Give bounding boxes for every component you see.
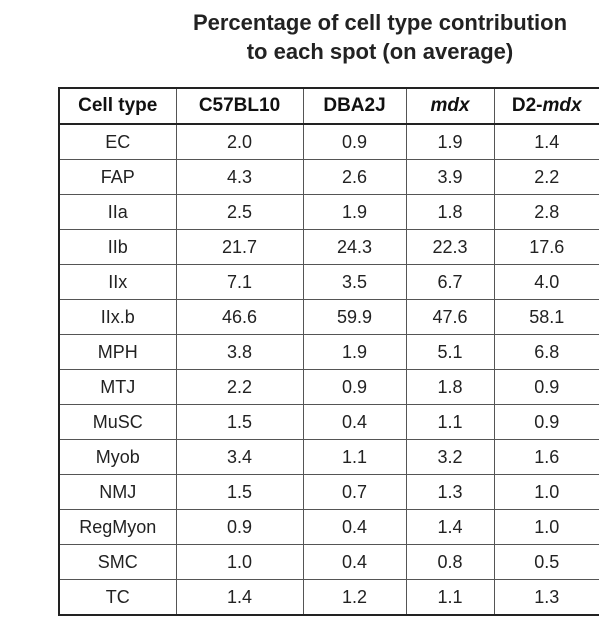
table-title: Percentage of cell type contribution to … xyxy=(160,8,599,66)
cell-dba2j: 0.4 xyxy=(302,509,406,545)
cell-mdx: 6.7 xyxy=(405,264,494,300)
table-row: IIx 7.1 3.5 6.7 4.0 xyxy=(58,264,599,300)
cell-dba2j: 1.2 xyxy=(302,579,406,616)
header-mdx: mdx xyxy=(405,87,494,125)
table-row: IIa 2.5 1.9 1.8 2.8 xyxy=(58,194,599,230)
cell-c57bl10: 7.1 xyxy=(175,264,303,300)
cell-mdx: 22.3 xyxy=(405,229,494,265)
cell-dba2j: 59.9 xyxy=(302,299,406,335)
cell-dba2j: 0.4 xyxy=(302,544,406,580)
cell-c57bl10: 3.8 xyxy=(175,334,303,370)
cell-c57bl10: 1.4 xyxy=(175,579,303,616)
table-row: Myob 3.4 1.1 3.2 1.6 xyxy=(58,439,599,475)
cell-cell-type: IIx.b xyxy=(58,299,176,335)
cell-dba2j: 3.5 xyxy=(302,264,406,300)
cell-mdx: 3.9 xyxy=(405,159,494,195)
cell-cell-type: TC xyxy=(58,579,176,616)
cell-mdx: 1.8 xyxy=(405,369,494,405)
cell-c57bl10: 1.0 xyxy=(175,544,303,580)
cell-cell-type: MuSC xyxy=(58,404,176,440)
cell-mdx: 5.1 xyxy=(405,334,494,370)
cell-cell-type: NMJ xyxy=(58,474,176,510)
table-body: EC 2.0 0.9 1.9 1.4 FAP 4.3 2.6 3.9 2.2 IIa 2.5 1.9 1.… xyxy=(58,124,599,616)
cell-d2-mdx: 1.4 xyxy=(493,124,599,160)
header-cell-type: Cell type xyxy=(58,87,176,125)
cell-c57bl10: 4.3 xyxy=(175,159,303,195)
cell-dba2j: 1.9 xyxy=(302,194,406,230)
cell-d2-mdx: 2.8 xyxy=(493,194,599,230)
cell-dba2j: 0.4 xyxy=(302,404,406,440)
cell-d2-mdx: 0.9 xyxy=(493,404,599,440)
cell-mdx: 0.8 xyxy=(405,544,494,580)
table-row: RegMyon 0.9 0.4 1.4 1.0 xyxy=(58,509,599,545)
table-row: SMC 1.0 0.4 0.8 0.5 xyxy=(58,544,599,580)
cell-cell-type: IIx xyxy=(58,264,176,300)
cell-c57bl10: 21.7 xyxy=(175,229,303,265)
table-row: MTJ 2.2 0.9 1.8 0.9 xyxy=(58,369,599,405)
cell-c57bl10: 2.2 xyxy=(175,369,303,405)
cell-cell-type: IIb xyxy=(58,229,176,265)
cell-mdx: 1.9 xyxy=(405,124,494,160)
cell-cell-type: RegMyon xyxy=(58,509,176,545)
table-row: TC 1.4 1.2 1.1 1.3 xyxy=(58,579,599,616)
cell-cell-type: Myob xyxy=(58,439,176,475)
cell-d2-mdx: 2.2 xyxy=(493,159,599,195)
header-row: Cell type C57BL10 DBA2J mdx D2-mdx xyxy=(58,87,599,125)
cell-c57bl10: 2.0 xyxy=(175,124,303,160)
cell-dba2j: 1.9 xyxy=(302,334,406,370)
cell-d2-mdx: 1.3 xyxy=(493,579,599,616)
cell-mdx: 1.3 xyxy=(405,474,494,510)
cell-cell-type: MTJ xyxy=(58,369,176,405)
cell-mdx: 1.4 xyxy=(405,509,494,545)
cell-d2-mdx: 17.6 xyxy=(493,229,599,265)
cell-cell-type: EC xyxy=(58,124,176,160)
cell-type-table: Cell type C57BL10 DBA2J mdx D2-mdx EC 2.0… xyxy=(58,87,599,616)
cell-d2-mdx: 6.8 xyxy=(493,334,599,370)
header-dba2j: DBA2J xyxy=(302,87,406,125)
table-row: NMJ 1.5 0.7 1.3 1.0 xyxy=(58,474,599,510)
header-d2-mdx: D2-mdx xyxy=(493,87,599,125)
title-line-2: to each spot (on average) xyxy=(246,39,514,64)
table-row: EC 2.0 0.9 1.9 1.4 xyxy=(58,124,599,160)
cell-dba2j: 0.9 xyxy=(302,124,406,160)
cell-dba2j: 1.1 xyxy=(302,439,406,475)
cell-dba2j: 0.7 xyxy=(302,474,406,510)
table-row: IIb 21.7 24.3 22.3 17.6 xyxy=(58,229,599,265)
cell-d2-mdx: 1.0 xyxy=(493,509,599,545)
cell-cell-type: IIa xyxy=(58,194,176,230)
cell-cell-type: MPH xyxy=(58,334,176,370)
cell-c57bl10: 0.9 xyxy=(175,509,303,545)
cell-d2-mdx: 1.6 xyxy=(493,439,599,475)
cell-d2-mdx: 1.0 xyxy=(493,474,599,510)
table-row: IIx.b 46.6 59.9 47.6 58.1 xyxy=(58,299,599,335)
cell-d2-mdx: 4.0 xyxy=(493,264,599,300)
cell-c57bl10: 1.5 xyxy=(175,474,303,510)
table-row: FAP 4.3 2.6 3.9 2.2 xyxy=(58,159,599,195)
cell-c57bl10: 2.5 xyxy=(175,194,303,230)
cell-dba2j: 2.6 xyxy=(302,159,406,195)
cell-c57bl10: 3.4 xyxy=(175,439,303,475)
table-row: MPH 3.8 1.9 5.1 6.8 xyxy=(58,334,599,370)
table-row: MuSC 1.5 0.4 1.1 0.9 xyxy=(58,404,599,440)
title-line-1: Percentage of cell type contribution xyxy=(192,10,568,35)
cell-d2-mdx: 0.9 xyxy=(493,369,599,405)
cell-mdx: 3.2 xyxy=(405,439,494,475)
cell-d2-mdx: 0.5 xyxy=(493,544,599,580)
cell-c57bl10: 1.5 xyxy=(175,404,303,440)
header-c57bl10: C57BL10 xyxy=(175,87,303,125)
cell-mdx: 1.1 xyxy=(405,404,494,440)
cell-dba2j: 0.9 xyxy=(302,369,406,405)
cell-mdx: 1.1 xyxy=(405,579,494,616)
cell-dba2j: 24.3 xyxy=(302,229,406,265)
cell-mdx: 1.8 xyxy=(405,194,494,230)
cell-cell-type: FAP xyxy=(58,159,176,195)
cell-cell-type: SMC xyxy=(58,544,176,580)
cell-mdx: 47.6 xyxy=(405,299,494,335)
cell-c57bl10: 46.6 xyxy=(175,299,303,335)
cell-d2-mdx: 58.1 xyxy=(493,299,599,335)
